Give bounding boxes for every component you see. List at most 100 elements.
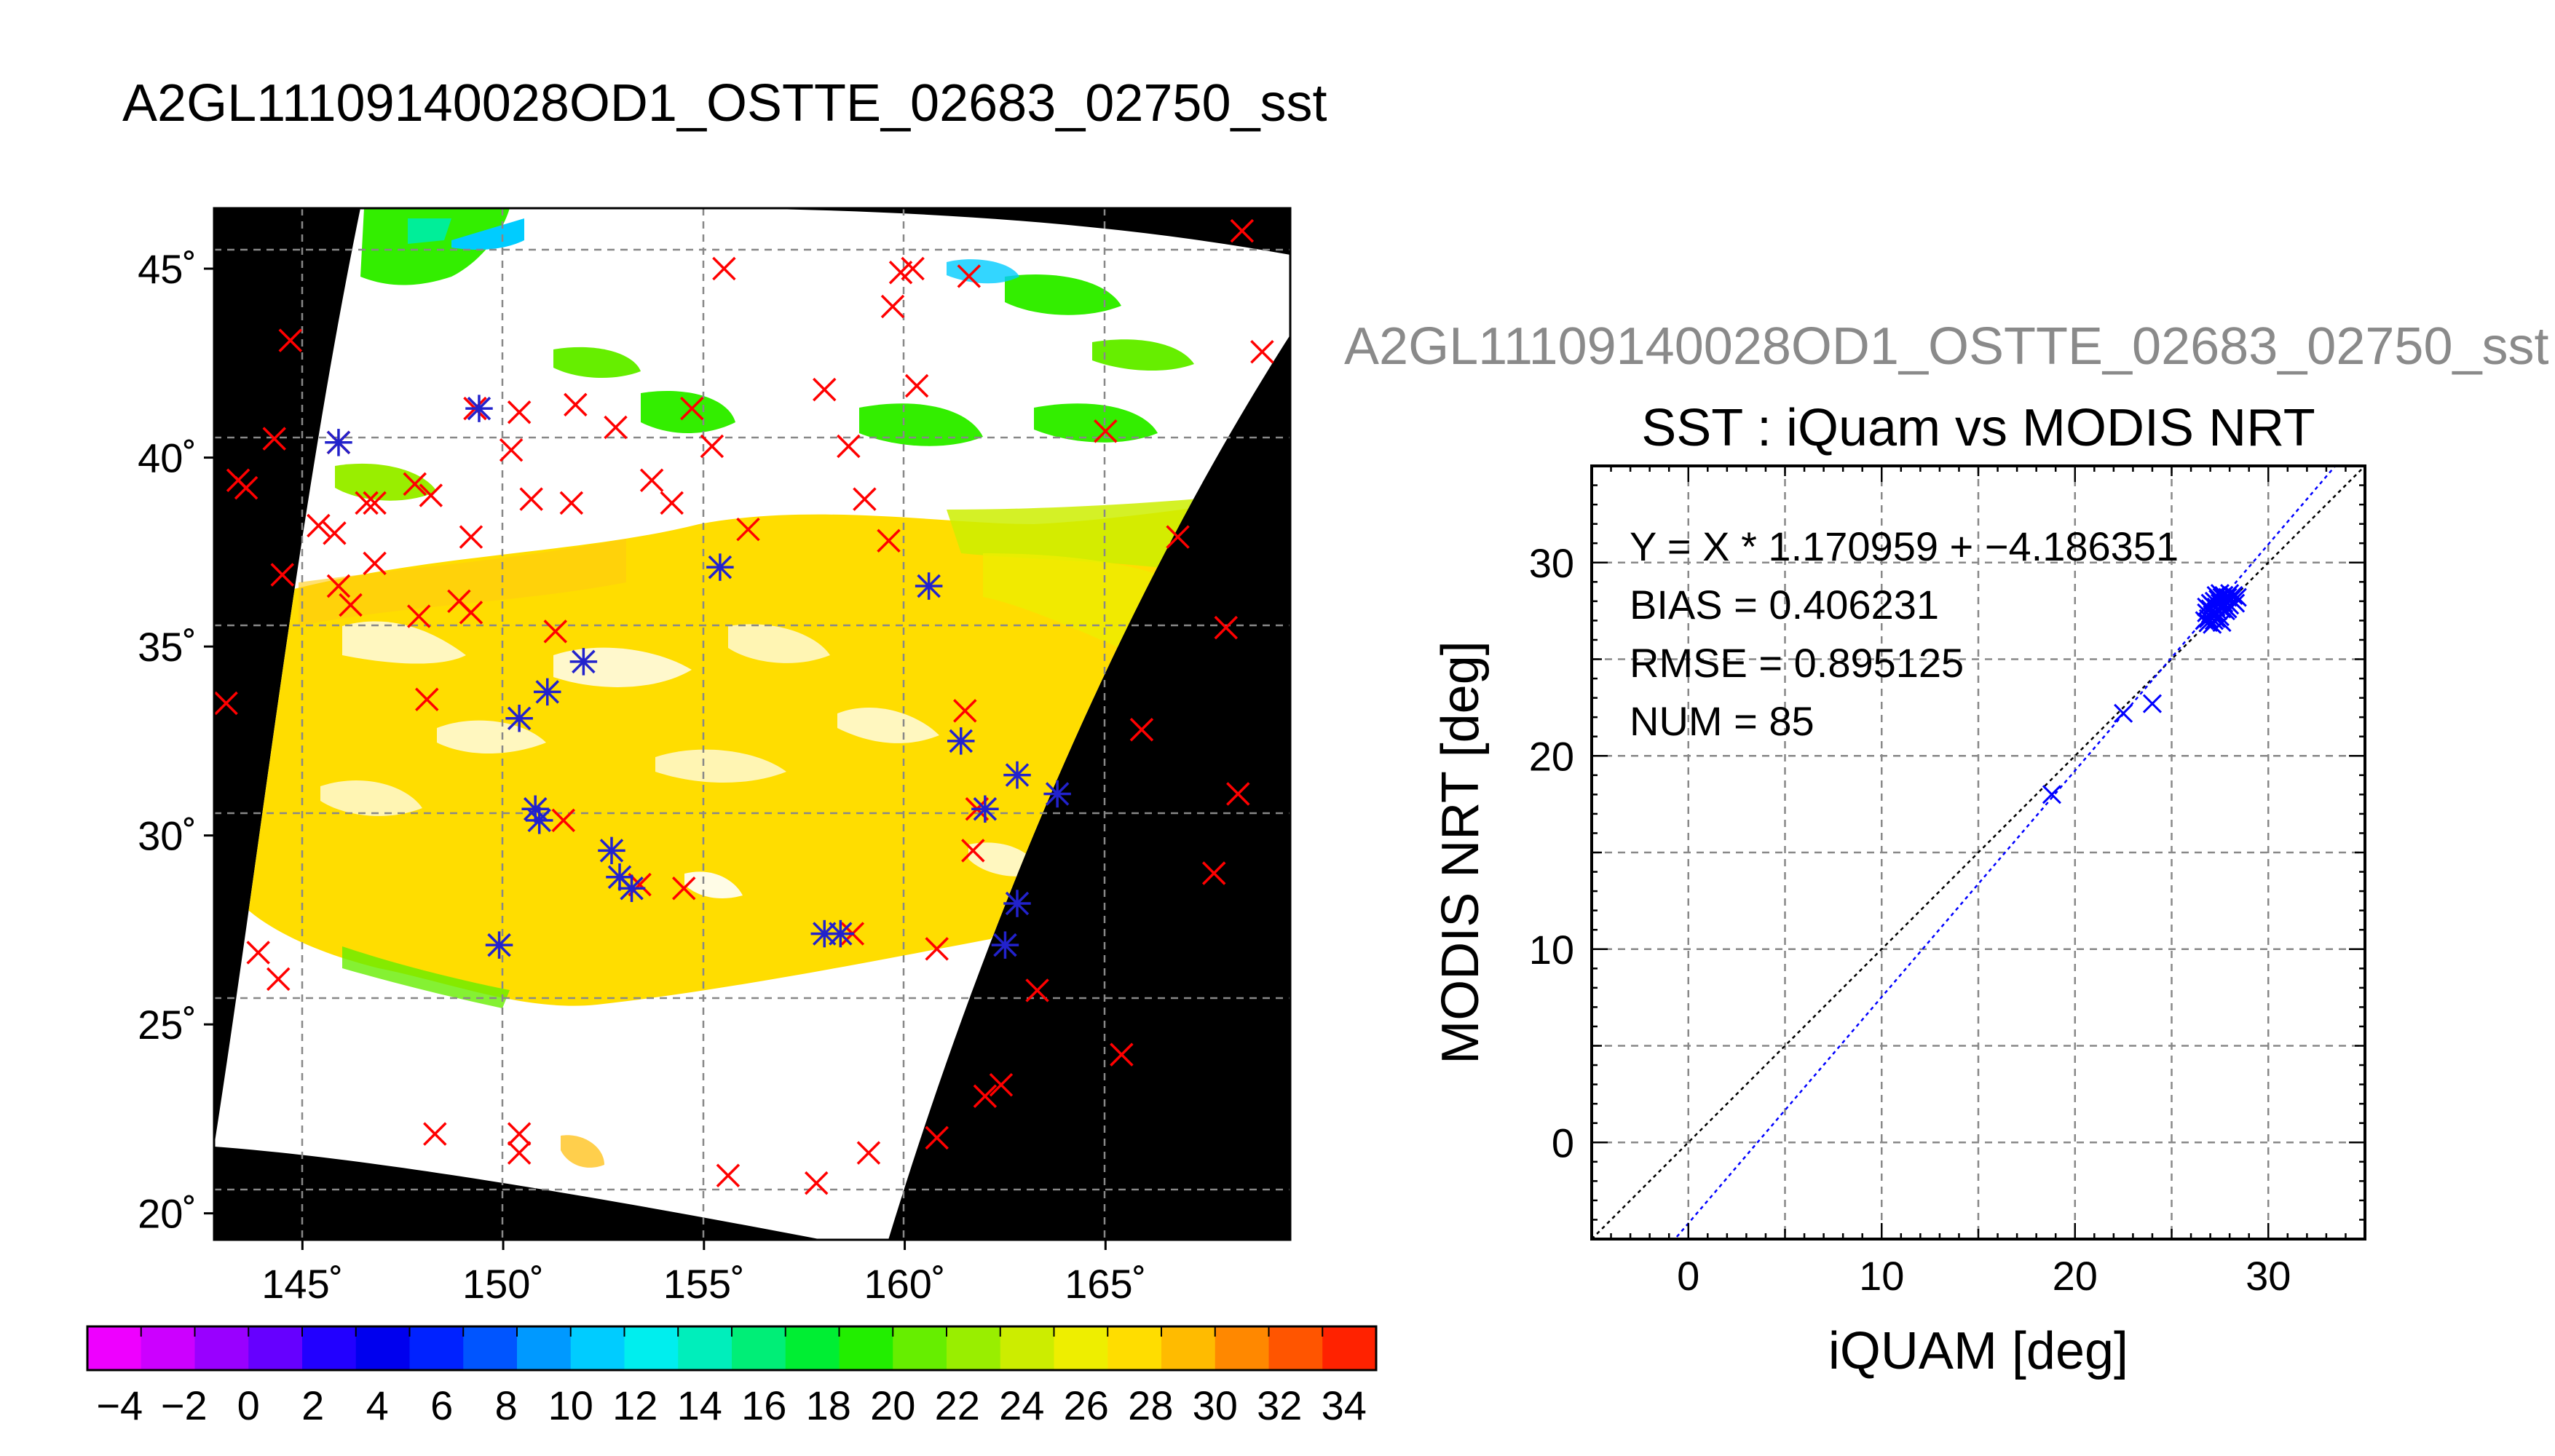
iquam-buoy-marker [507, 400, 532, 424]
map-y-tick-label: 20˚ [138, 1191, 197, 1237]
iquam-buoy-marker [712, 256, 736, 281]
iquam-buoy-marker [403, 472, 427, 496]
iquam-buoy-marker [419, 483, 443, 507]
iquam-buoy-marker [877, 529, 901, 553]
map-y-tick-label: 40˚ [138, 435, 197, 481]
map-x-tick-label: 150˚ [462, 1261, 544, 1307]
iquam-buoy-marker [270, 563, 294, 587]
iquam-buoy-marker [559, 491, 584, 515]
matchup-marker [465, 395, 493, 422]
main-title: A2GL11109140028OD1_OSTTE_02683_02750_sst [122, 74, 1327, 132]
iquam-buoy-marker [246, 941, 270, 965]
iquam-buoy-marker [680, 396, 704, 421]
iquam-buoy-marker [262, 427, 286, 451]
iquam-buoy-marker [1110, 1042, 1134, 1067]
iquam-buoy-marker [1166, 525, 1190, 549]
matchup-marker [706, 553, 734, 581]
iquam-buoy-marker [973, 1084, 998, 1108]
map-grid [214, 208, 1290, 1240]
iquam-buoy-marker [953, 699, 977, 723]
iquam-buoy-marker [415, 687, 439, 711]
map-y-tick-label: 35˚ [138, 624, 197, 670]
iquam-buoy-marker [519, 487, 543, 511]
iquam-buoy-marker [813, 377, 837, 402]
iquam-buoy-marker [1214, 615, 1238, 640]
matchup-marker [1043, 780, 1071, 808]
matchup-marker [505, 704, 533, 732]
map-x-tick-label: 155˚ [663, 1261, 745, 1307]
iquam-buoy-marker [307, 513, 331, 538]
matchup-marker [947, 727, 975, 755]
iquam-buoy-marker [957, 264, 982, 288]
matchup-marker [533, 678, 561, 706]
map-x-tick-label: 165˚ [1065, 1261, 1146, 1307]
iquam-buoy-marker [837, 434, 861, 459]
iquam-buoy-marker [507, 1141, 532, 1165]
matchup-marker [485, 931, 513, 959]
matchup-marker [569, 648, 598, 676]
iquam-buoy-marker [564, 392, 588, 417]
matchup-marker [617, 874, 646, 903]
iquam-buoy-marker [700, 434, 724, 459]
iquam-buoy-marker [499, 438, 524, 462]
iquam-buoy-marker [604, 415, 628, 440]
matchup-marker [971, 795, 999, 823]
map-y-tick-label: 45˚ [138, 246, 197, 292]
matchup-marker [521, 795, 549, 823]
iquam-buoy-marker [423, 1122, 447, 1146]
iquam-buoy-marker [736, 517, 760, 542]
iquam-buoy-marker [551, 808, 576, 833]
map-ticks: 145˚ 150˚ 155˚ 160˚ 165˚ 20˚ 25˚ 30˚ 35˚ 40˚ 45˚ [138, 246, 1146, 1307]
matchup-marker [1003, 890, 1031, 917]
iquam-buoy-marker [716, 1163, 741, 1187]
iquam-buoy-marker [1226, 782, 1250, 806]
iquam-buoy-marker [1250, 340, 1274, 364]
iquam-buoy-marker [543, 620, 568, 644]
iquam-buoy-marker [407, 604, 431, 628]
iquam-buoy-marker [1129, 718, 1154, 742]
matchup-marker [325, 429, 352, 456]
map-y-tick-label: 30˚ [138, 813, 197, 859]
iquam-buoy-marker [507, 1122, 532, 1146]
matchup-marker [826, 919, 855, 948]
matchup-marker [991, 931, 1019, 959]
iquam-buoy-marker [805, 1171, 829, 1195]
iquam-buoy-marker [363, 551, 387, 576]
matchup-marker [598, 836, 625, 865]
scatter-subtitle: A2GL11109140028OD1_OSTTE_02683_02750_sst [1344, 317, 2549, 376]
iquam-buoy-marker [901, 256, 925, 281]
iquam-buoy-marker [925, 1125, 949, 1150]
iquam-buoy-marker [459, 525, 483, 549]
iquam-buoy-marker [925, 937, 949, 961]
iquam-buoy-marker [1094, 419, 1118, 443]
iquam-buoy-marker [355, 491, 379, 515]
iquam-buoy-marker [904, 373, 929, 398]
iquam-buoy-marker [660, 491, 684, 515]
iquam-buoy-marker [226, 468, 250, 492]
map-x-tick-label: 145˚ [261, 1261, 343, 1307]
iquam-buoy-marker [853, 487, 877, 511]
matchup-marker [1003, 761, 1031, 789]
iquam-buoy-marker [856, 1141, 881, 1165]
iquam-buoy-marker [363, 491, 387, 515]
iquam-buoy-marker [639, 468, 664, 492]
iquam-buoy-marker [326, 574, 351, 598]
iquam-buoy-marker [989, 1072, 1014, 1097]
iquam-buoy-marker [1025, 978, 1049, 1002]
sst-field [240, 208, 1238, 1168]
iquam-buoy-marker [459, 601, 483, 625]
map-x-tick-label: 160˚ [864, 1261, 946, 1307]
iquam-buoy-marker [880, 294, 905, 319]
map-y-tick-label: 25˚ [138, 1002, 197, 1048]
matchup-marker [525, 807, 553, 834]
iquam-buoy-marker [672, 877, 696, 901]
matchup-marker [915, 572, 943, 600]
iquam-buoy-marker [278, 328, 303, 352]
iquam-buoy-marker [214, 691, 238, 716]
iquam-buoy-marker [961, 839, 985, 863]
iquam-buoy-marker [339, 593, 363, 617]
map-frame [213, 207, 1292, 1241]
iquam-buoy-marker [266, 967, 291, 992]
iquam-buoy-marker [1230, 218, 1255, 243]
